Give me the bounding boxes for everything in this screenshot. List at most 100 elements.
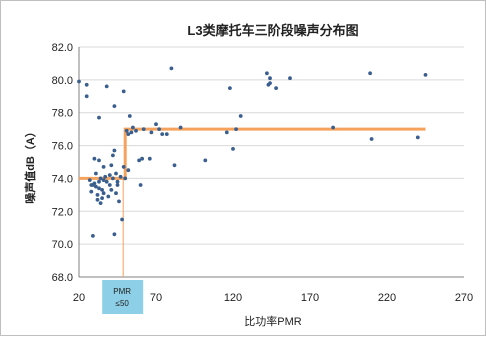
- pmr-annotation: PMR ≤50: [102, 178, 144, 314]
- data-point: [84, 94, 89, 99]
- y-tick-label: 82.0: [52, 42, 73, 54]
- axes: [78, 47, 464, 278]
- data-point: [126, 168, 131, 173]
- data-point: [120, 217, 124, 222]
- data-point: [117, 199, 121, 204]
- data-point: [115, 179, 120, 184]
- data-point: [89, 189, 94, 194]
- data-point: [141, 127, 146, 131]
- y-tick-label: 78.0: [52, 108, 73, 120]
- data-point: [101, 165, 106, 169]
- data-point: [109, 163, 114, 168]
- data-point: [147, 156, 152, 161]
- data-point: [160, 132, 165, 137]
- data-point: [131, 125, 135, 130]
- annotation-text-2: ≤50: [116, 299, 130, 308]
- y-tick-label: 68.0: [52, 272, 73, 284]
- data-point: [140, 156, 145, 161]
- data-point: [369, 137, 374, 141]
- data-point: [98, 176, 103, 181]
- data-point: [97, 158, 101, 163]
- data-point: [178, 125, 183, 130]
- data-point: [265, 71, 269, 76]
- data-point: [100, 188, 104, 192]
- data-point: [112, 148, 117, 153]
- y-tick-label: 70.0: [52, 239, 73, 251]
- data-point: [104, 179, 109, 184]
- y-tick-label: 72.0: [52, 206, 73, 218]
- data-point: [101, 178, 106, 183]
- data-point: [115, 183, 120, 187]
- y-tick-label: 76.0: [52, 141, 73, 153]
- data-point: [203, 158, 208, 163]
- data-point: [172, 163, 177, 168]
- y-tick-label: 80.0: [52, 75, 73, 87]
- data-point: [121, 89, 126, 94]
- data-point: [238, 114, 243, 118]
- data-point: [224, 130, 229, 135]
- data-point: [231, 147, 235, 151]
- data-point: [121, 165, 126, 169]
- data-point: [98, 201, 103, 206]
- data-point: [228, 86, 232, 90]
- data-point: [274, 86, 278, 90]
- data-point: [107, 183, 112, 187]
- x-tick-label: 170: [301, 292, 319, 304]
- x-tick-label: 70: [150, 292, 162, 304]
- data-point: [124, 128, 129, 133]
- data-point: [97, 115, 101, 120]
- data-point: [107, 173, 112, 178]
- data-point: [111, 176, 115, 181]
- data-point: [92, 181, 97, 186]
- data-point: [157, 127, 162, 131]
- data-point: [95, 197, 100, 202]
- x-tick-label: 220: [378, 292, 396, 304]
- x-axis-label: 比功率PMR: [244, 314, 301, 328]
- y-axis-label: 噪声值dB（A）: [23, 126, 37, 204]
- data-point: [94, 171, 98, 176]
- data-point: [127, 114, 132, 118]
- data-point: [154, 122, 158, 127]
- data-point: [149, 130, 154, 135]
- data-point: [101, 191, 106, 196]
- data-point: [84, 82, 89, 87]
- data-point: [331, 125, 335, 130]
- data-point: [164, 132, 169, 137]
- data-point: [137, 158, 142, 163]
- data-point: [423, 73, 428, 77]
- x-tick-labels: 20 70 120 170 220 270: [73, 292, 473, 304]
- data-point: [109, 188, 114, 192]
- data-point: [134, 128, 138, 133]
- data-point: [268, 76, 272, 81]
- data-point: [368, 71, 372, 76]
- data-point: [103, 174, 108, 179]
- data-point: [106, 194, 111, 199]
- data-point: [169, 66, 174, 71]
- chart-title: L3类摩托车三阶段噪声分布图: [187, 23, 358, 38]
- data-point: [415, 135, 420, 140]
- data-point: [112, 232, 117, 237]
- data-point: [87, 178, 92, 183]
- data-point: [114, 191, 118, 196]
- data-point: [91, 234, 95, 238]
- data-point: [92, 156, 97, 161]
- data-point: [100, 196, 104, 201]
- data-point: [234, 127, 239, 131]
- x-tick-label: 20: [73, 292, 85, 304]
- data-points: [77, 66, 428, 238]
- data-point: [95, 193, 100, 197]
- data-point: [104, 84, 109, 89]
- data-point: [123, 176, 128, 181]
- annotation-box: [102, 280, 144, 314]
- data-point: [112, 104, 117, 108]
- data-point: [111, 153, 115, 158]
- x-tick-label: 120: [224, 292, 242, 304]
- y-tick-label: 74.0: [52, 173, 73, 185]
- data-point: [138, 183, 143, 187]
- data-point: [268, 81, 272, 85]
- grid-lines: [79, 46, 464, 278]
- data-point: [97, 186, 101, 191]
